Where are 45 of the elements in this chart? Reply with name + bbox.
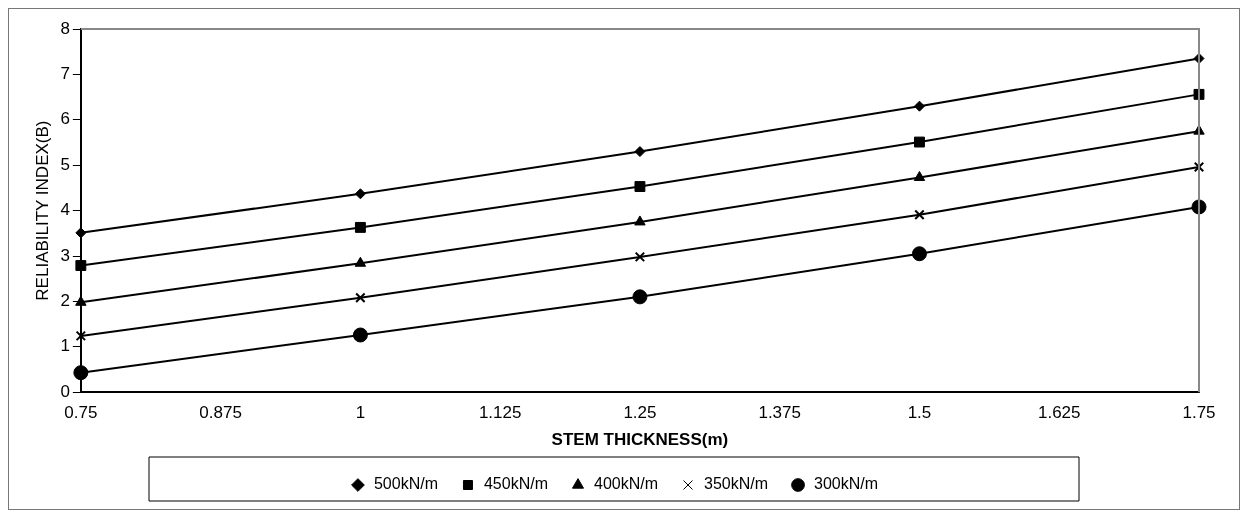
legend-label: 450kN/m (483, 475, 548, 493)
x-tick-label: 1.625 (1037, 403, 1081, 423)
y-tick-label: 7 (60, 64, 70, 84)
x-tick-label: 1.5 (907, 403, 932, 423)
point (634, 146, 646, 158)
point (75, 260, 87, 271)
y-tick-label: 8 (60, 18, 70, 38)
y-tick-label: 5 (60, 154, 70, 174)
x-tick-label: 1.75 (1182, 403, 1216, 423)
point (73, 365, 89, 381)
legend-label: 300kN/m (814, 475, 879, 493)
legend-label: 500kN/m (373, 475, 438, 493)
x-tick-label: 1 (355, 403, 366, 423)
x-tick-label: 1.125 (478, 403, 522, 423)
y-tick-label: 4 (60, 200, 70, 220)
point (354, 221, 366, 233)
point (911, 246, 927, 262)
y-tick-label: 0 (60, 381, 70, 401)
point (913, 170, 926, 181)
x-tick-label: 0.75 (64, 403, 98, 423)
point (634, 181, 646, 192)
point (75, 330, 87, 342)
point (355, 292, 366, 304)
x-tick-label: 0.875 (199, 403, 242, 423)
point (354, 188, 366, 200)
x-tick-label: 1.25 (623, 403, 657, 423)
point (1193, 161, 1205, 173)
y-tick-label: 3 (60, 245, 70, 265)
point (352, 327, 368, 343)
point (634, 215, 646, 226)
point (914, 209, 925, 220)
legend-label: 350kN/m (704, 475, 769, 493)
point (1193, 88, 1205, 100)
x-tick-label: 1.375 (758, 403, 801, 423)
point (634, 251, 646, 263)
point (632, 289, 648, 305)
y-tick-label: 2 (60, 291, 70, 311)
y-tick-label: 1 (60, 336, 70, 356)
x-axis-title: STEM THICKNESS(m) (551, 430, 729, 450)
y-tick-label: 6 (60, 109, 70, 129)
point (913, 100, 925, 112)
y-axis-title: RELIABILITY INDEX(B) (32, 120, 52, 301)
legend-label: 400kN/m (593, 475, 659, 493)
point (914, 136, 925, 148)
point (354, 256, 367, 267)
